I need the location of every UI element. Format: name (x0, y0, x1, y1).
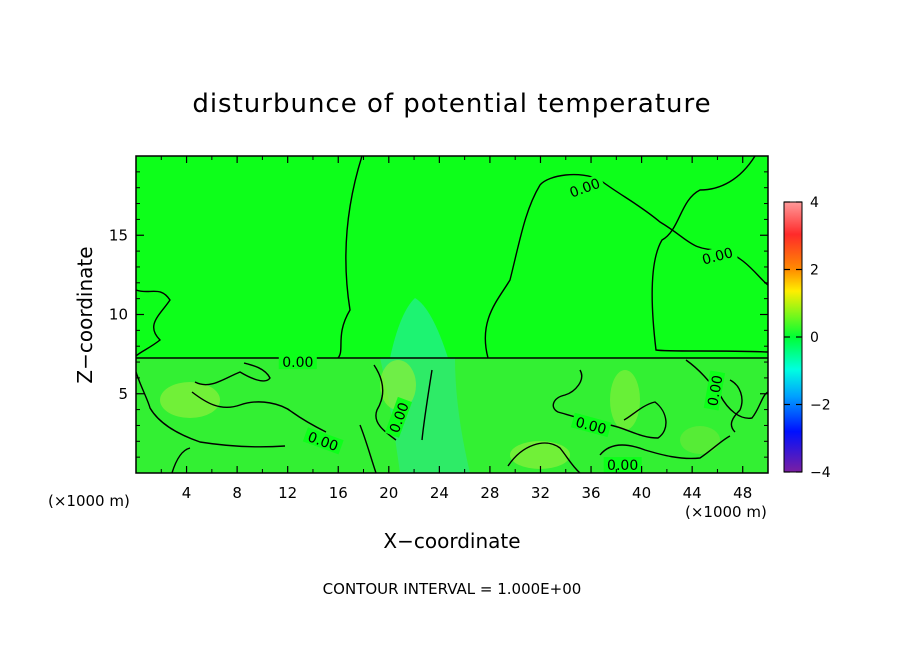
x-axis-label: X−coordinate (383, 529, 520, 553)
contour-line (136, 371, 286, 448)
contour-label-text: 0.00 (607, 458, 638, 474)
contour-label-background (703, 370, 726, 411)
contour-label-background (564, 173, 605, 201)
x-tick-label: 12 (278, 484, 297, 502)
x-tick-label: 40 (632, 484, 651, 502)
chart-title: disturbunce of potential temperature (192, 89, 711, 119)
x-unit-label-left: (×1000 m) (48, 492, 130, 510)
y-tick-label: 5 (118, 385, 128, 403)
x-unit-label-right: (×1000 m) (685, 503, 767, 521)
contour-line (136, 289, 171, 357)
contour-label: 0.00 (697, 243, 738, 269)
colorbar-tick-label: 4 (810, 195, 819, 211)
colorbar-ticks: 4 2 0 −2 −4 (784, 195, 831, 481)
x-axis: 4 8 12 16 20 24 28 32 36 40 44 48 (160, 156, 752, 502)
x-tick-label: 20 (379, 484, 398, 502)
field-cool-plume (390, 298, 448, 358)
x-tick-label: 36 (581, 484, 600, 502)
field-warm-patch (610, 370, 640, 430)
contour-line (171, 447, 191, 473)
contour-line (191, 391, 327, 433)
field-warm-patch (160, 382, 220, 418)
colorbar: 4 2 0 −2 −4 (783, 195, 831, 481)
contour-label-text: 0.00 (701, 245, 735, 269)
contour-label-background (570, 412, 612, 438)
x-tick-label: 16 (329, 484, 348, 502)
x-tick-label: 48 (733, 484, 752, 502)
contour-label-text: 0.00 (282, 355, 313, 371)
colorbar-tick-label: 2 (810, 263, 819, 279)
contour-label-text: 0.00 (705, 374, 726, 407)
contour-label: 0.00 (278, 354, 317, 371)
contour-label: 0.00 (703, 370, 726, 411)
contour-label-background (278, 354, 317, 370)
contour-interval-note: CONTOUR INTERVAL = 1.000E+00 (323, 580, 582, 598)
contour-line (507, 442, 581, 473)
contour-line (194, 362, 271, 386)
contour-label-background (697, 243, 738, 268)
contour-label-background (603, 457, 642, 473)
contour-label-text: 0.00 (574, 415, 608, 439)
contour-line (729, 379, 743, 433)
contour-label: 0.00 (570, 412, 612, 439)
contour-line (359, 424, 377, 473)
plot-area: 0.000.000.000.000.00 0.000.000.00 (136, 156, 768, 474)
y-axis-label: Z−coordinate (73, 246, 97, 383)
x-tick-label: 44 (683, 484, 702, 502)
x-tick-label: 32 (531, 484, 550, 502)
x-tick-label: 24 (430, 484, 449, 502)
x-tick-label: 8 (232, 484, 242, 502)
contour-label-background (302, 427, 344, 455)
contour-line (337, 156, 363, 359)
contour-label-background (384, 396, 412, 438)
y-tick-label: 15 (109, 226, 128, 244)
field-warm-patch (380, 360, 416, 410)
contour-line (599, 435, 731, 460)
contour-line (685, 359, 768, 419)
colorbar-tick-label: −4 (810, 465, 831, 481)
x-tick-label: 4 (182, 484, 192, 502)
contour-labels: 0.000.000.000.000.00 0.000.000.00 (278, 173, 738, 474)
contour-line (651, 156, 768, 353)
contour-label: 0.00 (603, 457, 642, 474)
x-tick-label: 28 (480, 484, 499, 502)
colorbar-tick-label: −2 (810, 398, 831, 414)
contour-line (609, 401, 667, 439)
field-warm-patch (680, 426, 720, 454)
y-axis: 5 10 15 (109, 171, 768, 458)
colorbar-tick-label: 0 (810, 330, 819, 346)
field-warm-patch (510, 441, 570, 469)
contour-line (421, 369, 433, 441)
y-tick-label: 10 (109, 306, 128, 324)
